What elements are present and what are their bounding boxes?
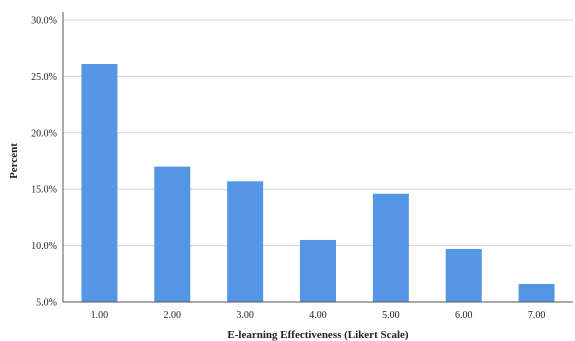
y-tick-label: 5.0% xyxy=(36,298,57,309)
x-tick-labels: 1.00 2.00 3.00 4.00 5.00 6.00 7.00 xyxy=(91,310,546,321)
gridlines xyxy=(63,19,573,247)
y-tick-label: 15.0% xyxy=(31,185,57,196)
y-tick-label: 25.0% xyxy=(31,72,57,83)
bar-3.00 xyxy=(227,181,264,302)
x-tick-label: 4.00 xyxy=(309,310,327,321)
y-tick-labels: 5.0% 10.0% 15.0% 20.0% 25.0% 30.0% xyxy=(31,16,57,309)
y-tick-label: 30.0% xyxy=(31,16,57,27)
x-tick-label: 6.00 xyxy=(455,310,473,321)
x-axis-title: E-learning Effectiveness (Likert Scale) xyxy=(227,329,408,341)
bar-1.00 xyxy=(81,63,118,302)
y-tick-label: 10.0% xyxy=(31,241,57,252)
x-tick-label: 7.00 xyxy=(528,310,546,321)
y-axis-title: Percent xyxy=(8,143,20,179)
bar-6.00 xyxy=(445,248,482,302)
x-tick-label: 2.00 xyxy=(164,310,182,321)
bar-2.00 xyxy=(154,166,191,302)
bars xyxy=(81,63,555,302)
x-tick-label: 1.00 xyxy=(91,310,109,321)
x-tick-label: 5.00 xyxy=(382,310,400,321)
bar-4.00 xyxy=(300,239,336,302)
x-tick-label: 3.00 xyxy=(236,310,254,321)
bar-5.00 xyxy=(372,193,409,302)
y-tick-label: 20.0% xyxy=(31,128,57,139)
bar-7.00 xyxy=(518,283,555,302)
